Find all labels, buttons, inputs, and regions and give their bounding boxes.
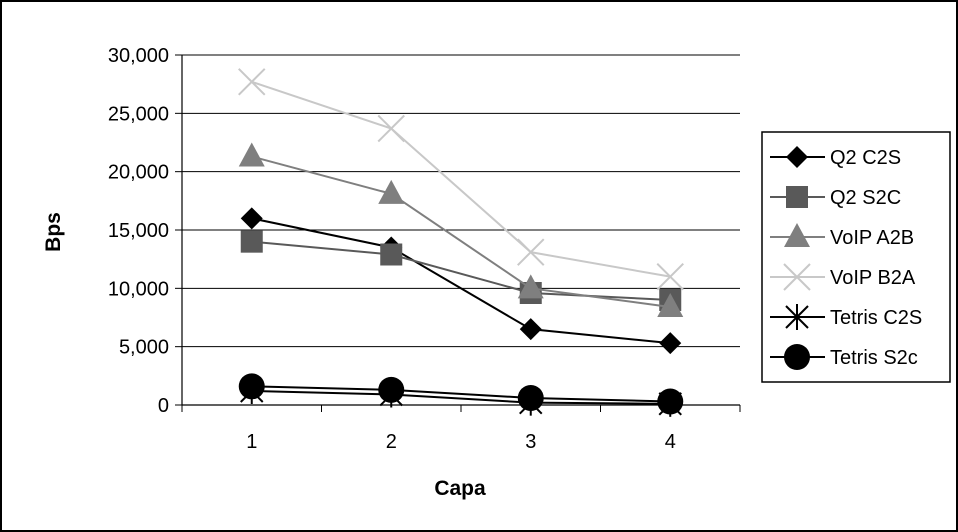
series-tetris-s2c xyxy=(238,373,684,415)
legend-box xyxy=(761,131,951,383)
legend-marker xyxy=(783,263,811,291)
data-point-voip-a2b xyxy=(517,274,544,299)
legend-marker xyxy=(786,146,808,168)
series-group xyxy=(238,68,684,417)
y-tick-label: 30,000 xyxy=(108,45,169,67)
x-tick-labels: 1 2 3 4 xyxy=(246,431,676,453)
data-point-q2-s2c xyxy=(380,243,403,266)
data-point-voip-b2a xyxy=(517,238,545,266)
data-point-voip-b2a xyxy=(377,114,405,143)
data-point-q2-c2s xyxy=(519,318,542,341)
y-axis-title: Bps xyxy=(42,212,65,252)
series-voip-b2a xyxy=(238,68,684,291)
data-point-voip-b2a xyxy=(656,262,684,291)
y-tick-label: 5,000 xyxy=(119,337,169,359)
series-line-q2-s2c xyxy=(251,240,671,301)
data-point-q2-c2s xyxy=(659,332,682,355)
x-axis-title: Capa xyxy=(434,477,486,500)
legend-label: Tetris S2c xyxy=(830,347,918,369)
data-point-q2-c2s xyxy=(240,207,263,230)
legend-item-tetris-c2s: Tetris C2S xyxy=(770,304,922,330)
legend-item-q2-s2c: Q2 S2C xyxy=(770,186,901,209)
data-point-voip-b2a xyxy=(238,68,266,96)
legend-marker xyxy=(786,186,808,208)
y-tick-label: 10,000 xyxy=(108,278,169,300)
legend-label: VoIP B2A xyxy=(830,267,916,289)
data-point-tetris-s2c xyxy=(657,388,684,415)
legend-label: VoIP A2B xyxy=(830,227,914,249)
data-point-voip-a2b xyxy=(657,293,684,317)
data-point-q2-s2c xyxy=(240,230,263,253)
x-tick-label: 1 xyxy=(246,431,257,453)
legend-marker xyxy=(784,223,810,247)
legend-item-voip-b2a: VoIP B2A xyxy=(770,263,916,291)
legend-marker xyxy=(784,344,810,370)
series-line-tetris-s2c xyxy=(251,385,671,403)
legend-item-q2-c2s: Q2 C2S xyxy=(770,146,901,169)
x-tick-label: 4 xyxy=(665,431,676,453)
y-tick-label: 20,000 xyxy=(108,162,169,184)
y-tick-label: 15,000 xyxy=(108,220,169,242)
legend-item-voip-a2b: VoIP A2B xyxy=(770,223,914,249)
series-q2-s2c xyxy=(240,230,682,311)
legend-label: Q2 C2S xyxy=(830,147,901,169)
y-tick-label: 0 xyxy=(158,395,169,417)
data-point-tetris-s2c xyxy=(378,376,405,403)
data-point-tetris-s2c xyxy=(517,385,544,411)
gridlines xyxy=(182,54,740,348)
series-line-q2-c2s xyxy=(251,217,671,345)
legend-marker xyxy=(785,304,809,330)
x-tick-label: 3 xyxy=(525,431,536,453)
y-tick-labels: 0 5,000 10,000 15,000 20,000 25,000 30,000 xyxy=(108,45,169,417)
x-tick-label: 2 xyxy=(386,431,397,453)
legend-label: Q2 S2C xyxy=(830,187,901,209)
legend-label: Tetris C2S xyxy=(830,307,922,329)
data-point-tetris-s2c xyxy=(238,373,265,400)
series-line-voip-a2b xyxy=(251,155,671,308)
data-point-voip-a2b xyxy=(378,179,405,204)
series-line-tetris-c2s xyxy=(251,390,671,405)
legend: Q2 C2S Q2 S2C VoIP A2B VoIP B2A Tetris C2S Te… xyxy=(761,131,951,383)
series-line-voip-b2a xyxy=(251,80,671,278)
axes xyxy=(175,54,741,412)
series-voip-a2b xyxy=(238,142,684,317)
data-point-voip-a2b xyxy=(238,142,265,167)
y-tick-label: 25,000 xyxy=(108,103,169,125)
legend-item-tetris-s2c: Tetris S2c xyxy=(770,344,918,370)
